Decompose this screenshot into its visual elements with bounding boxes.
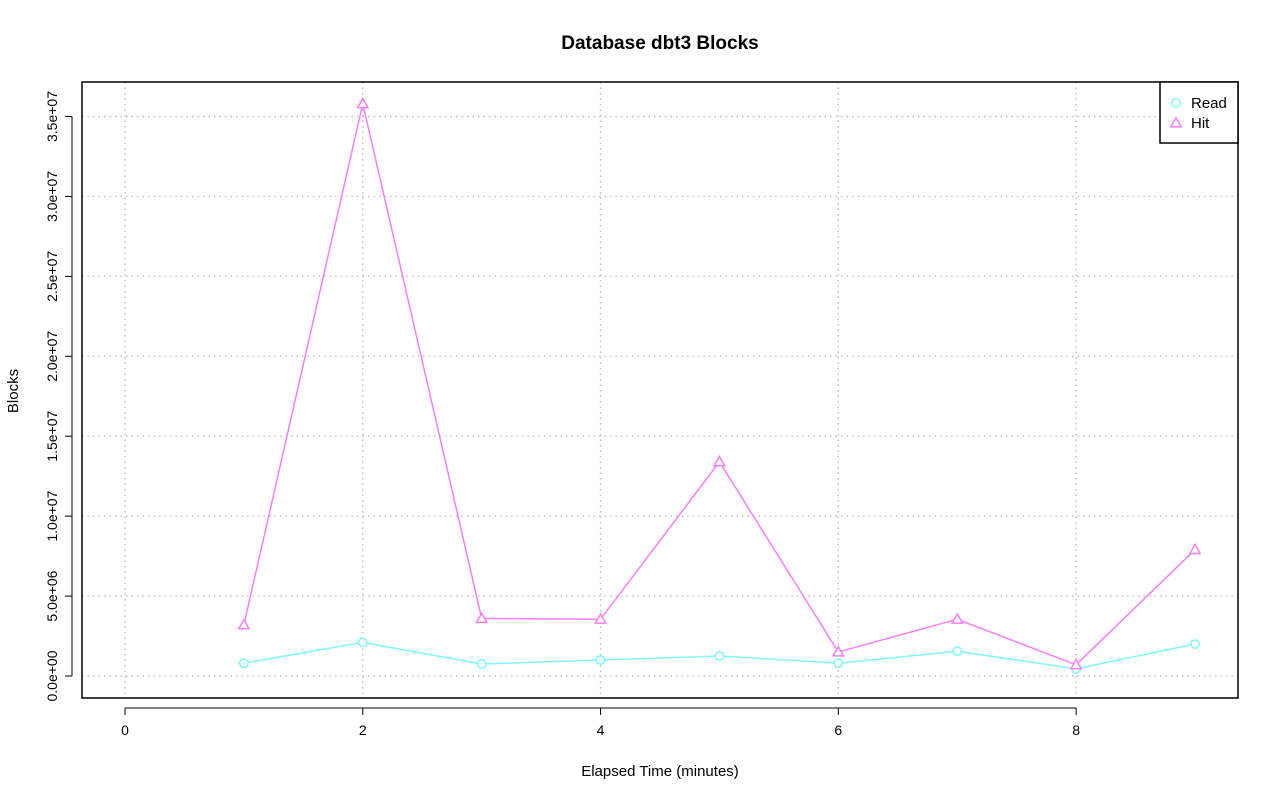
- x-tick-label: 8: [1072, 722, 1080, 738]
- legend: Read Hit: [1159, 81, 1239, 144]
- x-tick-label: 6: [834, 722, 842, 738]
- y-tick-label: 5.0e+06: [44, 570, 60, 621]
- data-point-read: [952, 646, 963, 657]
- x-axis-label: Elapsed Time (minutes): [581, 763, 739, 780]
- legend-marker-read: [1171, 98, 1181, 108]
- data-point-hit: [475, 611, 489, 624]
- data-point-read: [714, 651, 725, 661]
- series-line-hit: [243, 103, 1196, 666]
- series-group: [237, 96, 1202, 674]
- plot-frame: [81, 81, 1239, 699]
- legend-label-hit: Hit: [1191, 115, 1210, 132]
- data-point-hit: [356, 96, 370, 109]
- x-tick-label: 4: [597, 722, 605, 738]
- data-point-read: [238, 658, 249, 669]
- data-point-hit: [237, 618, 251, 630]
- data-point-hit: [831, 645, 845, 657]
- data-point-read: [833, 658, 844, 669]
- grid-lines: [82, 82, 1238, 698]
- data-point-read: [1190, 639, 1200, 649]
- x-tick-label: 0: [121, 722, 129, 738]
- series-hit: [237, 96, 1202, 670]
- legend-box: [1159, 81, 1239, 144]
- data-point-hit: [712, 455, 726, 467]
- x-tick-label: 2: [359, 722, 367, 738]
- legend-label-read: Read: [1191, 95, 1227, 112]
- y-tick-label: 2.5e+07: [44, 251, 60, 302]
- chart-title: Database dbt3 Blocks: [561, 33, 758, 54]
- y-axis-label: Blocks: [5, 369, 22, 413]
- legend-marker-hit: [1169, 116, 1183, 128]
- y-tick-label: 0.0e+00: [44, 650, 60, 701]
- y-tick-label: 1.0e+07: [44, 490, 60, 541]
- data-point-read: [357, 637, 368, 648]
- data-point-hit: [594, 612, 608, 624]
- legend-item-read: Read: [1171, 95, 1227, 112]
- data-point-read: [476, 659, 487, 669]
- data-point-hit: [950, 612, 964, 624]
- legend-item-hit: Hit: [1169, 115, 1210, 132]
- data-point-hit: [1188, 543, 1202, 555]
- y-tick-label: 2.0e+07: [44, 331, 60, 382]
- data-point-hit: [1069, 658, 1083, 670]
- data-point-read: [595, 655, 606, 665]
- y-tick-label: 3.0e+07: [44, 171, 60, 222]
- y-tick-label: 1.5e+07: [44, 411, 60, 462]
- axes: 0 2 4 6 8 0.0e+00 5.0e+06 1.0e+07 1.5e+07 2.0e+07…: [44, 91, 1080, 738]
- series-read: [238, 637, 1200, 674]
- y-tick-label: 3.5e+07: [44, 91, 60, 142]
